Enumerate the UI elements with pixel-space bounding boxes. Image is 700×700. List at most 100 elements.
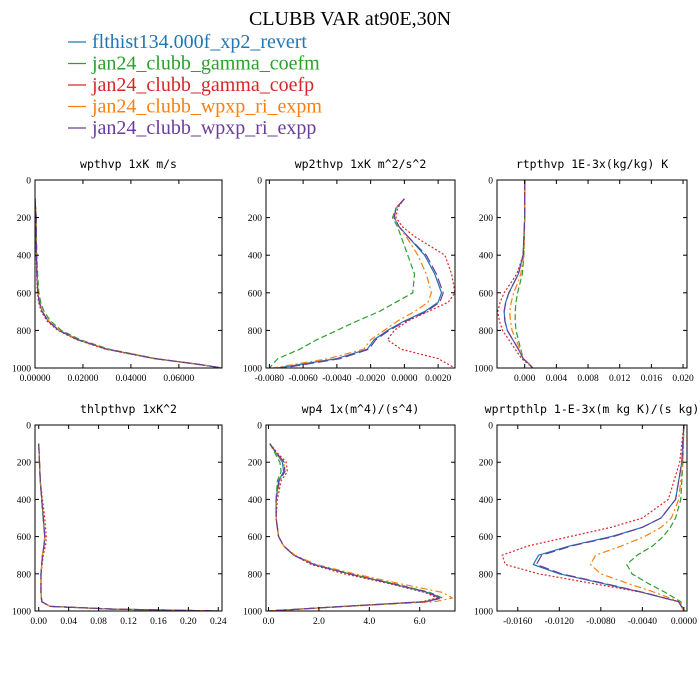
y-tick-label: 200 xyxy=(248,459,263,469)
x-tick-label: -0.0080 xyxy=(586,617,616,627)
x-tick-label: 0.20 xyxy=(180,617,197,627)
y-tick-label: 400 xyxy=(479,252,494,262)
x-tick-label: 0.00000 xyxy=(20,374,51,384)
y-tick-label: 600 xyxy=(479,533,494,543)
plot-frame xyxy=(265,179,456,369)
series-line xyxy=(268,443,441,611)
legend: flthist134.000f_xp2_revertjan24_clubb_ga… xyxy=(68,31,322,139)
x-tick-label: 0.0020 xyxy=(425,374,451,384)
chart-panel: wprtpthlp 1-E-3x(m kg K)/(s kg) 0 200 400 60… xyxy=(474,402,699,627)
legend-entry: jan24_clubb_wpxp_ri_expp xyxy=(91,117,316,139)
chart-panel: wp2thvp 1xK m^2/s^202004006008001000-0.0… xyxy=(243,157,456,384)
series-line xyxy=(503,180,534,368)
y-tick-label: 1000 xyxy=(474,608,493,618)
y-tick-label: 0 xyxy=(26,177,31,187)
y-tick-label: 200 xyxy=(248,214,263,224)
series-line xyxy=(268,443,443,611)
y-tick-label: 800 xyxy=(17,327,32,337)
panel-title: wprtpthlp 1-E-3x(m kg K)/(s kg) xyxy=(485,402,700,416)
legend-entry: jan24_clubb_wpxp_ri_expm xyxy=(91,96,322,118)
x-tick-label: 0.04 xyxy=(60,617,77,627)
y-tick-label: 800 xyxy=(248,570,263,580)
y-tick-label: 800 xyxy=(479,327,494,337)
series-line xyxy=(38,443,219,611)
figure-title: CLUBB VAR at90E,30N xyxy=(249,8,451,30)
series-line xyxy=(535,425,685,611)
legend-entry: jan24_clubb_gamma_coefm xyxy=(91,53,320,75)
panel-title: wp2thvp 1xK m^2/s^2 xyxy=(295,157,427,171)
x-tick-label: 0.08 xyxy=(90,617,107,627)
series-line xyxy=(38,443,219,611)
y-tick-label: 800 xyxy=(17,570,32,580)
y-tick-label: 200 xyxy=(17,214,32,224)
series-line xyxy=(277,198,443,368)
y-tick-label: 600 xyxy=(248,533,263,543)
series-line xyxy=(35,198,222,368)
series-line xyxy=(497,180,534,368)
series-line xyxy=(38,443,219,611)
x-tick-label: 0.0000 xyxy=(671,617,697,627)
y-tick-label: 1000 xyxy=(474,365,493,375)
y-tick-label: 400 xyxy=(17,496,32,506)
y-tick-label: 600 xyxy=(479,289,494,299)
series-line xyxy=(268,443,454,611)
plot-frame xyxy=(496,424,688,612)
x-tick-label: -0.0080 xyxy=(255,374,285,384)
x-tick-label: 4.0 xyxy=(363,617,375,627)
x-tick-label: -0.0120 xyxy=(545,617,575,627)
panel-title: rtpthvp 1E-3x(kg/kg) K xyxy=(516,157,668,171)
plot-frame xyxy=(496,179,688,369)
x-tick-label: 0.004 xyxy=(546,374,568,384)
x-tick-label: 0.000 xyxy=(514,374,536,384)
plot-frame xyxy=(265,424,456,612)
series-line xyxy=(589,425,685,611)
series-line xyxy=(35,198,222,368)
y-tick-label: 400 xyxy=(17,252,32,262)
series-line xyxy=(35,198,222,368)
y-tick-label: 0 xyxy=(488,177,493,187)
series-line xyxy=(268,198,416,368)
y-tick-label: 1000 xyxy=(243,608,262,618)
x-tick-label: 0.16 xyxy=(150,617,167,627)
y-tick-label: 400 xyxy=(248,252,263,262)
y-tick-label: 400 xyxy=(248,496,263,506)
y-tick-label: 200 xyxy=(479,214,494,224)
series-line xyxy=(509,180,534,368)
x-tick-label: 0.008 xyxy=(577,374,599,384)
y-tick-label: 0 xyxy=(257,422,262,432)
chart-panel: rtpthvp 1E-3x(kg/kg) K 0 200 400 600 800 1000 0… xyxy=(474,157,694,384)
x-tick-label: -0.0040 xyxy=(628,617,658,627)
series-line xyxy=(626,425,685,611)
legend-entry: jan24_clubb_gamma_coefp xyxy=(91,74,314,96)
x-tick-label: 0.012 xyxy=(609,374,631,384)
series-line xyxy=(282,198,444,368)
y-tick-label: 600 xyxy=(17,533,32,543)
panel-title: wp4 1x(m^4)/(s^4) xyxy=(302,402,420,416)
x-tick-label: 0.020 xyxy=(672,374,694,384)
plot-frame xyxy=(34,179,223,369)
x-tick-label: -0.0060 xyxy=(288,374,318,384)
x-tick-label: -0.0040 xyxy=(322,374,352,384)
x-tick-label: 0.02000 xyxy=(68,374,99,384)
x-tick-label: 0.0000 xyxy=(391,374,417,384)
y-tick-label: 0 xyxy=(257,177,262,187)
x-tick-label: 0.12 xyxy=(120,617,137,627)
panel-title: thlpthvp 1xK^2 xyxy=(80,402,177,416)
x-tick-label: 0.04000 xyxy=(115,374,146,384)
y-tick-label: 200 xyxy=(479,459,494,469)
legend-entry: flthist134.000f_xp2_revert xyxy=(92,31,307,53)
x-tick-label: -0.0020 xyxy=(356,374,386,384)
series-line xyxy=(35,198,222,368)
y-tick-label: 600 xyxy=(248,289,263,299)
series-line xyxy=(272,198,432,368)
series-line xyxy=(268,443,442,611)
x-tick-label: 0.00 xyxy=(30,617,47,627)
x-tick-label: 0.016 xyxy=(641,374,663,384)
x-tick-label: 0.06000 xyxy=(163,374,194,384)
y-tick-label: 1000 xyxy=(243,365,262,375)
x-tick-label: 2.0 xyxy=(313,617,325,627)
y-tick-label: 1000 xyxy=(12,365,31,375)
